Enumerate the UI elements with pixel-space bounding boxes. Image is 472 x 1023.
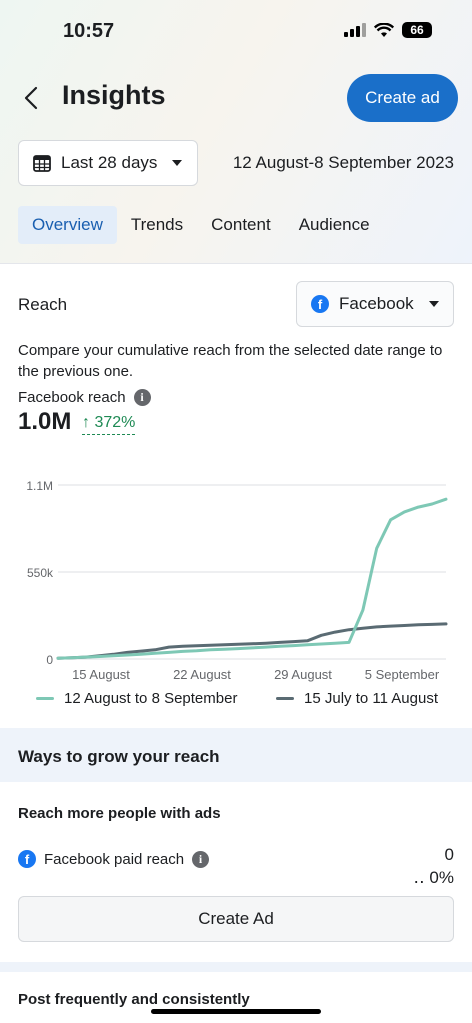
date-range-text: 12 August-8 September 2023: [232, 153, 454, 172]
divider: [0, 263, 472, 264]
metric-label: Facebook reach: [18, 389, 126, 406]
metric-change[interactable]: ↑ 372%: [82, 414, 136, 435]
legend-item-current: 12 August to 8 September: [36, 690, 237, 707]
info-icon[interactable]: i: [133, 389, 151, 406]
series-line: [56, 497, 448, 660]
info-icon[interactable]: i: [192, 850, 210, 868]
chevron-down-icon: [172, 160, 183, 166]
date-range-label: Last 28 days: [61, 153, 158, 172]
status-time: 10:57: [63, 20, 115, 42]
grow-reach-header: Ways to grow your reach: [0, 728, 472, 782]
metric-label-row: Facebook reach i: [18, 389, 151, 406]
paid-reach-label: Facebook paid reach: [44, 850, 185, 868]
y-tick-label: 1.1M: [26, 479, 53, 493]
legend-swatch: [36, 697, 54, 700]
signal-icon: [344, 23, 366, 37]
tab-content[interactable]: Content: [211, 215, 271, 234]
x-tick-label: 22 August: [173, 667, 231, 682]
series-line: [56, 622, 448, 660]
platform-label: Facebook: [339, 294, 414, 313]
reach-more-title: Reach more people with ads: [18, 805, 221, 822]
status-icons: 66: [344, 22, 432, 38]
chevron-down-icon: [428, 301, 439, 307]
page-title: Insights: [62, 80, 166, 110]
legend-label: 12 August to 8 September: [64, 690, 238, 707]
facebook-icon: f: [18, 850, 36, 868]
reach-description: Compare your cumulative reach from the s…: [18, 342, 443, 380]
tab-bar: Overview Trends Content Audience: [18, 206, 384, 244]
home-indicator[interactable]: [151, 1009, 321, 1014]
create-ad-button[interactable]: Create ad: [347, 74, 458, 122]
x-tick-label: 15 August: [72, 667, 130, 682]
tab-audience[interactable]: Audience: [298, 215, 370, 234]
metric-value: 1.0M: [18, 408, 72, 435]
tab-overview[interactable]: Overview: [18, 206, 117, 244]
x-tick-label: 29 August: [274, 667, 332, 682]
y-tick-label: 0: [46, 653, 53, 667]
reach-chart: 1.1M 550k 0 15 August 22 August 29 August 5 Se…: [26, 479, 448, 682]
paid-reach-change: ‥ 0%: [413, 868, 454, 887]
legend-item-previous: 15 July to 11 August: [276, 690, 438, 707]
grow-reach-title: Ways to grow your reach: [18, 747, 220, 766]
section-divider: [0, 962, 472, 972]
post-frequently-title: Post frequently and consistently: [18, 991, 250, 1008]
wifi-icon: [374, 22, 394, 37]
x-tick-label: 5 September: [365, 667, 440, 682]
y-tick-label: 550k: [27, 566, 54, 580]
facebook-icon: f: [311, 295, 329, 313]
reach-section-label: Reach: [18, 295, 68, 314]
date-range-dropdown[interactable]: Last 28 days: [18, 140, 198, 186]
legend-label: 15 July to 11 August: [304, 690, 438, 707]
battery-icon: 66: [402, 22, 432, 38]
calendar-icon: [33, 155, 51, 172]
back-arrow-icon[interactable]: [20, 85, 44, 111]
create-ad-secondary-button[interactable]: Create Ad: [18, 896, 454, 942]
legend-swatch: [276, 697, 294, 700]
tab-trends[interactable]: Trends: [130, 215, 184, 234]
platform-dropdown[interactable]: f Facebook: [296, 281, 454, 327]
paid-reach-row: f Facebook paid reach i: [18, 850, 210, 868]
paid-reach-value: 0: [444, 845, 454, 864]
